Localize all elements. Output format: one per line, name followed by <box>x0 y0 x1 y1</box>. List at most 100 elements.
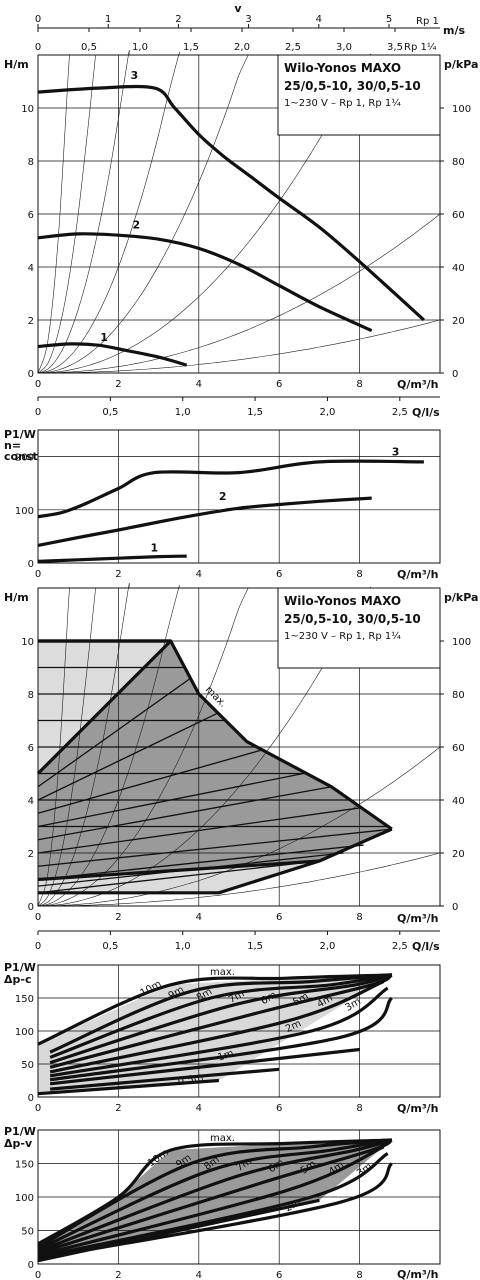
p4-curve-0.5m <box>37 1078 220 1096</box>
p3-y2tick-label: 80 <box>452 690 465 701</box>
p3-min-envelope <box>38 827 393 895</box>
p3-y2tick-label: 100 <box>452 637 471 648</box>
p5-xlabel: Q/m³/h <box>397 1268 439 1280</box>
p3-ytick-label: 8 <box>28 690 34 701</box>
p3-ytick-label: 4 <box>28 796 34 807</box>
p5-xtick-label: 2 <box>115 1270 121 1280</box>
p2-curve-2 <box>37 496 372 547</box>
v-rp114-tick-label: 2,5 <box>285 42 301 53</box>
v-rp1-tick-label: 1 <box>105 14 111 25</box>
p4-top-tick-label: 1,5 <box>247 941 263 952</box>
v-rp114-ticks: 0 0,5 1,0 1,5 2,0 2,5 3,0 3,5 <box>35 28 403 53</box>
v-rp114-tick-label: 3,0 <box>336 42 352 53</box>
p3-y2tick-label: 60 <box>452 743 465 754</box>
p2-xtick-label: 8 <box>356 569 362 580</box>
v-rp114-tick-label: 1,0 <box>132 42 148 53</box>
p2-curve-3 <box>37 459 424 519</box>
p3-system-curve <box>38 852 441 907</box>
rp114-label: Rp 1¼ <box>404 41 437 53</box>
p1-ytick-label: 2 <box>28 316 34 327</box>
p3-dpv-line <box>37 786 332 841</box>
p1-system-curve <box>37 51 180 374</box>
p5-frame <box>37 1129 441 1265</box>
p5-ytick-label: 50 <box>21 1227 34 1238</box>
p5-curve-7m <box>37 1138 393 1253</box>
p2-ytick-label: 200 <box>15 453 34 464</box>
p3-dpv-line <box>37 677 192 788</box>
p1-system-curve <box>37 50 130 374</box>
p3-min-dpv <box>37 859 320 882</box>
p3-ytick-label: 0 <box>28 902 34 913</box>
p5-ylabel1: P1/W <box>4 1125 36 1138</box>
p4-top-tick-label: 0 <box>35 941 41 952</box>
p1-xtick-label: 6 <box>276 379 282 390</box>
p2-xtick-label: 2 <box>115 569 121 580</box>
p4-ytick-label: 150 <box>15 994 34 1005</box>
v-rp1-tick-label: 3 <box>245 14 251 25</box>
p1-title-box <box>277 54 441 136</box>
p5-curve-4m <box>37 1152 389 1259</box>
p2-ytick-label: 100 <box>15 506 34 517</box>
p3-box-title2: 25/0,5-10, 30/0,5-10 <box>284 612 421 626</box>
p4-xlabel: Q/m³/h <box>397 1102 439 1115</box>
p2-curve-label-2: 2 <box>219 490 227 503</box>
p3-system-curve <box>37 587 70 907</box>
p4-xtick-label: 0 <box>35 1103 41 1114</box>
p3-y2label: p/kPa <box>444 591 478 604</box>
p3-dpv-line <box>37 828 392 867</box>
p4-max-annotation: max. <box>210 967 235 978</box>
p1-y2tick-label: 20 <box>452 316 465 327</box>
rp1-label: Rp 1 <box>416 16 439 27</box>
p4-ylabel1: P1/W <box>4 961 36 974</box>
p1-system-curve <box>37 213 441 374</box>
p4-curve-2m <box>49 1047 360 1086</box>
p3-y2tick-label: 20 <box>452 849 465 860</box>
p4-ytick-label: 50 <box>21 1060 34 1071</box>
panel-hq-control: H/m p/kPa Q/m³/h max. Wilo-Yonos MAXO 25… <box>4 583 478 925</box>
p1-xlabel: Q/m³/h <box>397 378 439 391</box>
p3-ylabel: H/m <box>4 591 29 604</box>
v-rp1-ticks: 0 1 2 3 4 5 <box>35 14 392 28</box>
p4-top-tick-label: 2,0 <box>319 941 335 952</box>
p3-y2tick-label: 0 <box>452 902 458 913</box>
p4-top-tick-label: 0,5 <box>102 941 118 952</box>
p4-curve-3m <box>49 996 393 1082</box>
p3-box-subtitle: 1~230 V – Rp 1, Rp 1¼ <box>284 630 401 642</box>
p2-curve-label-1: 1 <box>151 541 159 554</box>
p5-xtick-label: 4 <box>196 1270 202 1280</box>
p3-dpv-line <box>37 860 320 894</box>
panel-p1-dpc: 0 0,5 1,0 1,5 2,0 2,5 Q/l/s P1/W Δp-c Q/m³/h … <box>4 930 441 1115</box>
p4-curve-7m <box>49 973 393 1065</box>
p1-ytick-label: 4 <box>28 263 34 274</box>
v-rp1-tick-label: 2 <box>175 14 181 25</box>
p2-top-tick-label: 0,5 <box>102 407 118 418</box>
p2-top-tick-label: 1,5 <box>247 407 263 418</box>
p3-ytick-label: 10 <box>21 637 34 648</box>
p1-xtick-label: 8 <box>356 379 362 390</box>
p3-dpv-line <box>37 711 220 801</box>
v-rp1-tick-label: 5 <box>386 14 392 25</box>
p2-xtick-label: 0 <box>35 569 41 580</box>
p3-dpv-line <box>37 772 304 828</box>
v-axis-label: v <box>234 2 242 15</box>
p4-curve-6m <box>49 973 393 1069</box>
p1-y2tick-label: 80 <box>452 157 465 168</box>
panel-hq-constant: H/m p/kPa Q/m³/h 1 2 3 Wilo-Yonos MAXO 25/… <box>4 50 478 391</box>
p3-xtick-label: 4 <box>196 912 202 923</box>
v-rp114-tick-label: 2,0 <box>234 42 250 53</box>
p4-top-tick-label: 1,0 <box>175 941 191 952</box>
v-rp114-tick-label: 3,5 <box>387 42 403 53</box>
p1-curve-1 <box>37 342 188 367</box>
p4-frame <box>37 964 441 1098</box>
p4-ytick-label: 0 <box>28 1093 34 1104</box>
p1-system-curve <box>38 319 441 374</box>
p1-curve-label-1: 1 <box>100 331 108 344</box>
p1-xtick-label: 4 <box>196 379 202 390</box>
p4-curve-5m <box>49 980 385 1074</box>
p4-curve-8m <box>49 973 393 1059</box>
p4-ylabel2: Δp-c <box>4 973 31 986</box>
p5-curve-5m <box>37 1145 385 1257</box>
p3-xtick-label: 2 <box>115 912 121 923</box>
p3-max-dpv <box>36 639 172 775</box>
p1-y2tick-label: 100 <box>452 104 471 115</box>
